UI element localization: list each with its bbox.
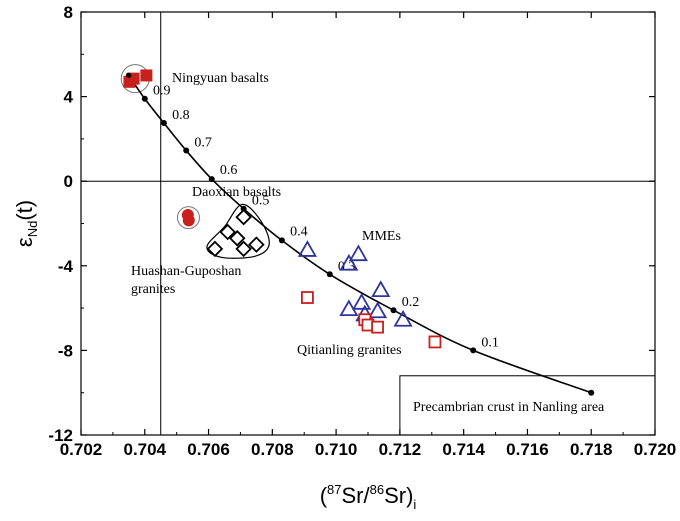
y-tick-label: 4: [64, 88, 74, 107]
mixing-curve: 0.90.80.70.60.50.40.30.20.1: [125, 72, 595, 396]
y-axis-title: εNd(t): [12, 200, 40, 247]
huashan-outline: [206, 203, 270, 259]
data-point-square-open: [301, 291, 314, 304]
x-title-sr: Sr/: [341, 483, 370, 508]
mixing-curve-node: [390, 307, 397, 314]
y-title-epsilon: ε: [12, 237, 37, 247]
mixing-curve-node: [278, 237, 285, 244]
data-series: [123, 69, 442, 349]
x-tick-label: 0.718: [570, 440, 613, 459]
x-tick-label: 0.706: [187, 440, 230, 459]
mixing-fraction-label: 0.7: [194, 136, 212, 151]
data-point-square-filled: [140, 69, 153, 82]
data-point-square-open: [428, 335, 442, 349]
series-daoxian-basalts: [181, 209, 195, 227]
data-point-diamond-open: [248, 236, 265, 253]
mixing-curve-node: [208, 176, 215, 183]
data-point-diamond-open: [235, 208, 252, 226]
data-point-diamond-open: [219, 223, 236, 241]
mixing-curve-node: [588, 389, 595, 396]
x-tick-label: 0.720: [634, 440, 677, 459]
x-title-sub-i: i: [413, 497, 416, 512]
x-axis-title: (87Sr/86Sr)i: [320, 482, 417, 512]
daoxian-outline: [176, 206, 200, 230]
label-huashan-granites: granites: [131, 282, 175, 297]
data-point-triangle-open: [348, 244, 368, 262]
mixing-fraction-label: 0.8: [172, 108, 190, 123]
y-tick-label: -8: [58, 341, 73, 360]
series-qitianling-granites: [301, 291, 442, 349]
mixing-curve-node: [141, 95, 148, 102]
mixing-curve-node: [470, 347, 477, 354]
series-mmes: [297, 240, 413, 327]
mixing-curve-node: [160, 120, 167, 127]
y-tick-label: 0: [64, 172, 73, 191]
plot-frame: [80, 11, 656, 436]
data-point-triangle-open: [371, 280, 391, 298]
label-daoxian-basalts: Daoxian basalts: [192, 185, 281, 200]
mixing-fraction-label: 0.4: [290, 224, 308, 239]
x-title-open: (: [320, 483, 328, 508]
data-point-circle-filled: [182, 214, 195, 227]
label-mmes: MMEs: [362, 229, 401, 244]
reference-lines: [81, 12, 655, 435]
x-title-sup-87: 87: [327, 482, 341, 497]
x-tick-label: 0.704: [124, 440, 167, 459]
mixing-fraction-label: 0.2: [402, 295, 420, 310]
axes: [80, 11, 656, 436]
series-huashan-guposhan-granites: [206, 208, 265, 258]
mixing-fraction-label: 0.9: [153, 84, 171, 99]
data-point-square-open: [371, 320, 384, 334]
x-tick-label: 0.716: [506, 440, 549, 459]
label-ningyuan-basalts: Ningyuan basalts: [172, 71, 269, 86]
label-precambrian-crust: Precambrian crust in Nanling area: [413, 400, 605, 415]
y-tick-label: -4: [58, 257, 74, 276]
y-tick-label: -12: [48, 426, 73, 445]
label-qitianling-granites: Qitianling granites: [297, 343, 402, 358]
mixing-fraction-label: 0.1: [481, 335, 499, 350]
y-title-sub-nd: Nd: [25, 221, 40, 238]
mixing-fraction-label: 0.6: [220, 163, 238, 178]
y-tick-label: 8: [64, 3, 73, 22]
data-point-triangle-open: [297, 240, 317, 257]
x-title-sup-86: 86: [370, 482, 384, 497]
x-tick-label: 0.702: [60, 440, 103, 459]
data-point-triangle-open: [393, 309, 413, 327]
x-tick-label: 0.710: [315, 440, 358, 459]
mixing-curve-line: [128, 74, 592, 394]
data-point-triangle-open: [339, 253, 359, 271]
data-point-triangle-open: [339, 299, 359, 317]
data-point-triangle-open: [352, 292, 372, 310]
mixing-fraction-label: 0.5: [252, 194, 269, 209]
x-tick-label: 0.714: [442, 440, 485, 459]
data-point-diamond-open: [228, 230, 246, 247]
data-point-diamond-open: [235, 240, 252, 258]
mixing-curve-node: [183, 147, 190, 154]
mixing-curve-node: [240, 205, 247, 212]
y-title-t: (t): [12, 200, 37, 221]
tick-labels: 0.702 0.704 0.706 0.708 0.710 0.712 0.714 0.716…: [48, 3, 676, 459]
axis-titles: (87Sr/86Sr)i εNd(t): [12, 200, 416, 512]
annotations: Ningyuan basalts Daoxian basalts Huashan…: [131, 71, 656, 436]
x-title-sr-close: Sr): [384, 483, 413, 508]
ningyuan-endmember-dot: [126, 72, 132, 78]
mixing-curve-node: [326, 271, 333, 278]
data-point-triangle-open: [368, 301, 388, 319]
x-tick-label: 0.708: [251, 440, 294, 459]
precambrian-box: [399, 375, 656, 436]
x-tick-label: 0.712: [379, 440, 422, 459]
label-huashan-guposhan: Huashan-Guposhan: [131, 264, 241, 279]
data-point-diamond-open: [206, 240, 224, 258]
